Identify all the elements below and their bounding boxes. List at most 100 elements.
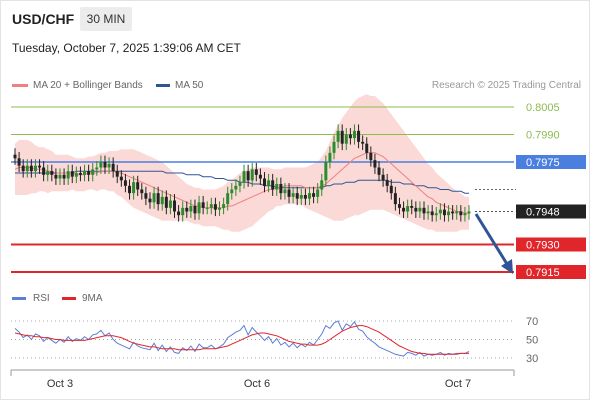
rsi-tick-label: 50 [526, 335, 538, 347]
level-label-bg [516, 204, 586, 219]
candle-body [262, 178, 266, 186]
candle-body [91, 169, 95, 175]
candle-body [189, 206, 193, 212]
level-label-bg [516, 155, 586, 169]
candle-body [340, 130, 344, 144]
candle-body [115, 171, 119, 177]
candle-body [393, 193, 397, 205]
candle-body [87, 171, 91, 175]
ma9-legend-label: 9MA [82, 293, 103, 304]
candle-body [455, 211, 459, 214]
candle-body [385, 180, 389, 186]
candle-body [316, 189, 320, 197]
candle-body [447, 211, 451, 216]
candle-body [177, 211, 181, 216]
candle-body [132, 182, 136, 194]
level-label: 0.8005 [526, 102, 560, 114]
forecast-arrow-shaft [474, 213, 509, 265]
candle-body [62, 174, 66, 179]
timestamp: Tuesday, October 7, 2025 1:39:06 AM CET [12, 41, 241, 55]
candle-body [234, 185, 238, 190]
candle-body [107, 163, 111, 168]
candle-body [173, 200, 177, 212]
ma9-legend-swatch [62, 297, 76, 300]
candle-body [344, 134, 348, 144]
x-tick-label: Oct 3 [47, 378, 73, 390]
candle-body [42, 167, 46, 175]
candle-body [258, 174, 262, 179]
forecast-arrow-head [501, 259, 513, 274]
candle-body [271, 180, 275, 190]
candle-body [136, 182, 140, 190]
candle-body [332, 141, 336, 153]
candle-body [25, 165, 29, 172]
candle-body [83, 171, 87, 175]
candle-body [242, 171, 246, 183]
candle-body [246, 171, 250, 181]
candle-body [377, 167, 381, 175]
candle-body [201, 202, 205, 208]
timeframe-badge[interactable]: 30 MIN [80, 7, 132, 31]
candle-body [438, 209, 442, 214]
rsi-legend-swatch [12, 297, 26, 300]
candle-body [361, 141, 365, 144]
ma20-legend-label: MA 20 + Bollinger Bands [33, 80, 143, 91]
candle-body [38, 165, 42, 168]
candle-body [312, 193, 316, 197]
candle-body [46, 171, 50, 175]
candle-body [181, 207, 185, 216]
ma50-legend-swatch [156, 84, 170, 87]
candle-body [119, 176, 123, 181]
candle-body [230, 189, 234, 194]
candle-body [434, 213, 438, 216]
ma20-legend-swatch [12, 84, 28, 87]
candle-body [99, 162, 103, 168]
candle-body [78, 173, 82, 175]
credit-text: Research © 2025 Trading Central [431, 80, 581, 91]
candle-body [213, 204, 217, 210]
candle-body [320, 180, 324, 190]
candle-body [218, 207, 222, 210]
candle-body [442, 209, 446, 216]
candle-body [209, 204, 213, 208]
candle-body [250, 169, 254, 181]
candle-body [226, 193, 230, 205]
candle-body [357, 130, 361, 142]
level-label-bg [516, 237, 586, 252]
candle-body [389, 185, 393, 194]
level-label: 0.7990 [526, 130, 560, 142]
candle-body [13, 154, 17, 159]
x-tick-label: Oct 6 [244, 378, 270, 390]
currency-pair-title: USD/CHF [12, 11, 75, 27]
candle-body [287, 189, 291, 197]
candle-body [33, 165, 37, 172]
candle-body [185, 207, 189, 212]
candle-body [156, 193, 160, 205]
ma50-line [15, 170, 469, 194]
ma50-legend-label: MA 50 [175, 80, 204, 91]
candle-body [168, 200, 172, 208]
candle-body [222, 204, 226, 208]
candle-body [74, 173, 78, 177]
rsi-line [14, 320, 470, 357]
candle-body [58, 174, 62, 179]
bollinger-band-fill [15, 94, 469, 232]
candle-body [197, 202, 201, 214]
candle-body [128, 185, 132, 194]
candle-body [365, 143, 369, 153]
candle-body [17, 158, 21, 166]
candle-body [123, 180, 127, 186]
candle-body [111, 163, 115, 172]
candle-body [303, 195, 307, 199]
candle-body [406, 206, 410, 212]
candle-body [291, 193, 295, 197]
candle-body [369, 152, 373, 161]
candle-body [352, 130, 356, 139]
candle-body [463, 213, 467, 216]
candle-body [140, 189, 144, 194]
candle-body [381, 174, 385, 181]
candle-body [430, 211, 434, 216]
candle-body [275, 184, 279, 190]
candle-body [152, 193, 156, 203]
